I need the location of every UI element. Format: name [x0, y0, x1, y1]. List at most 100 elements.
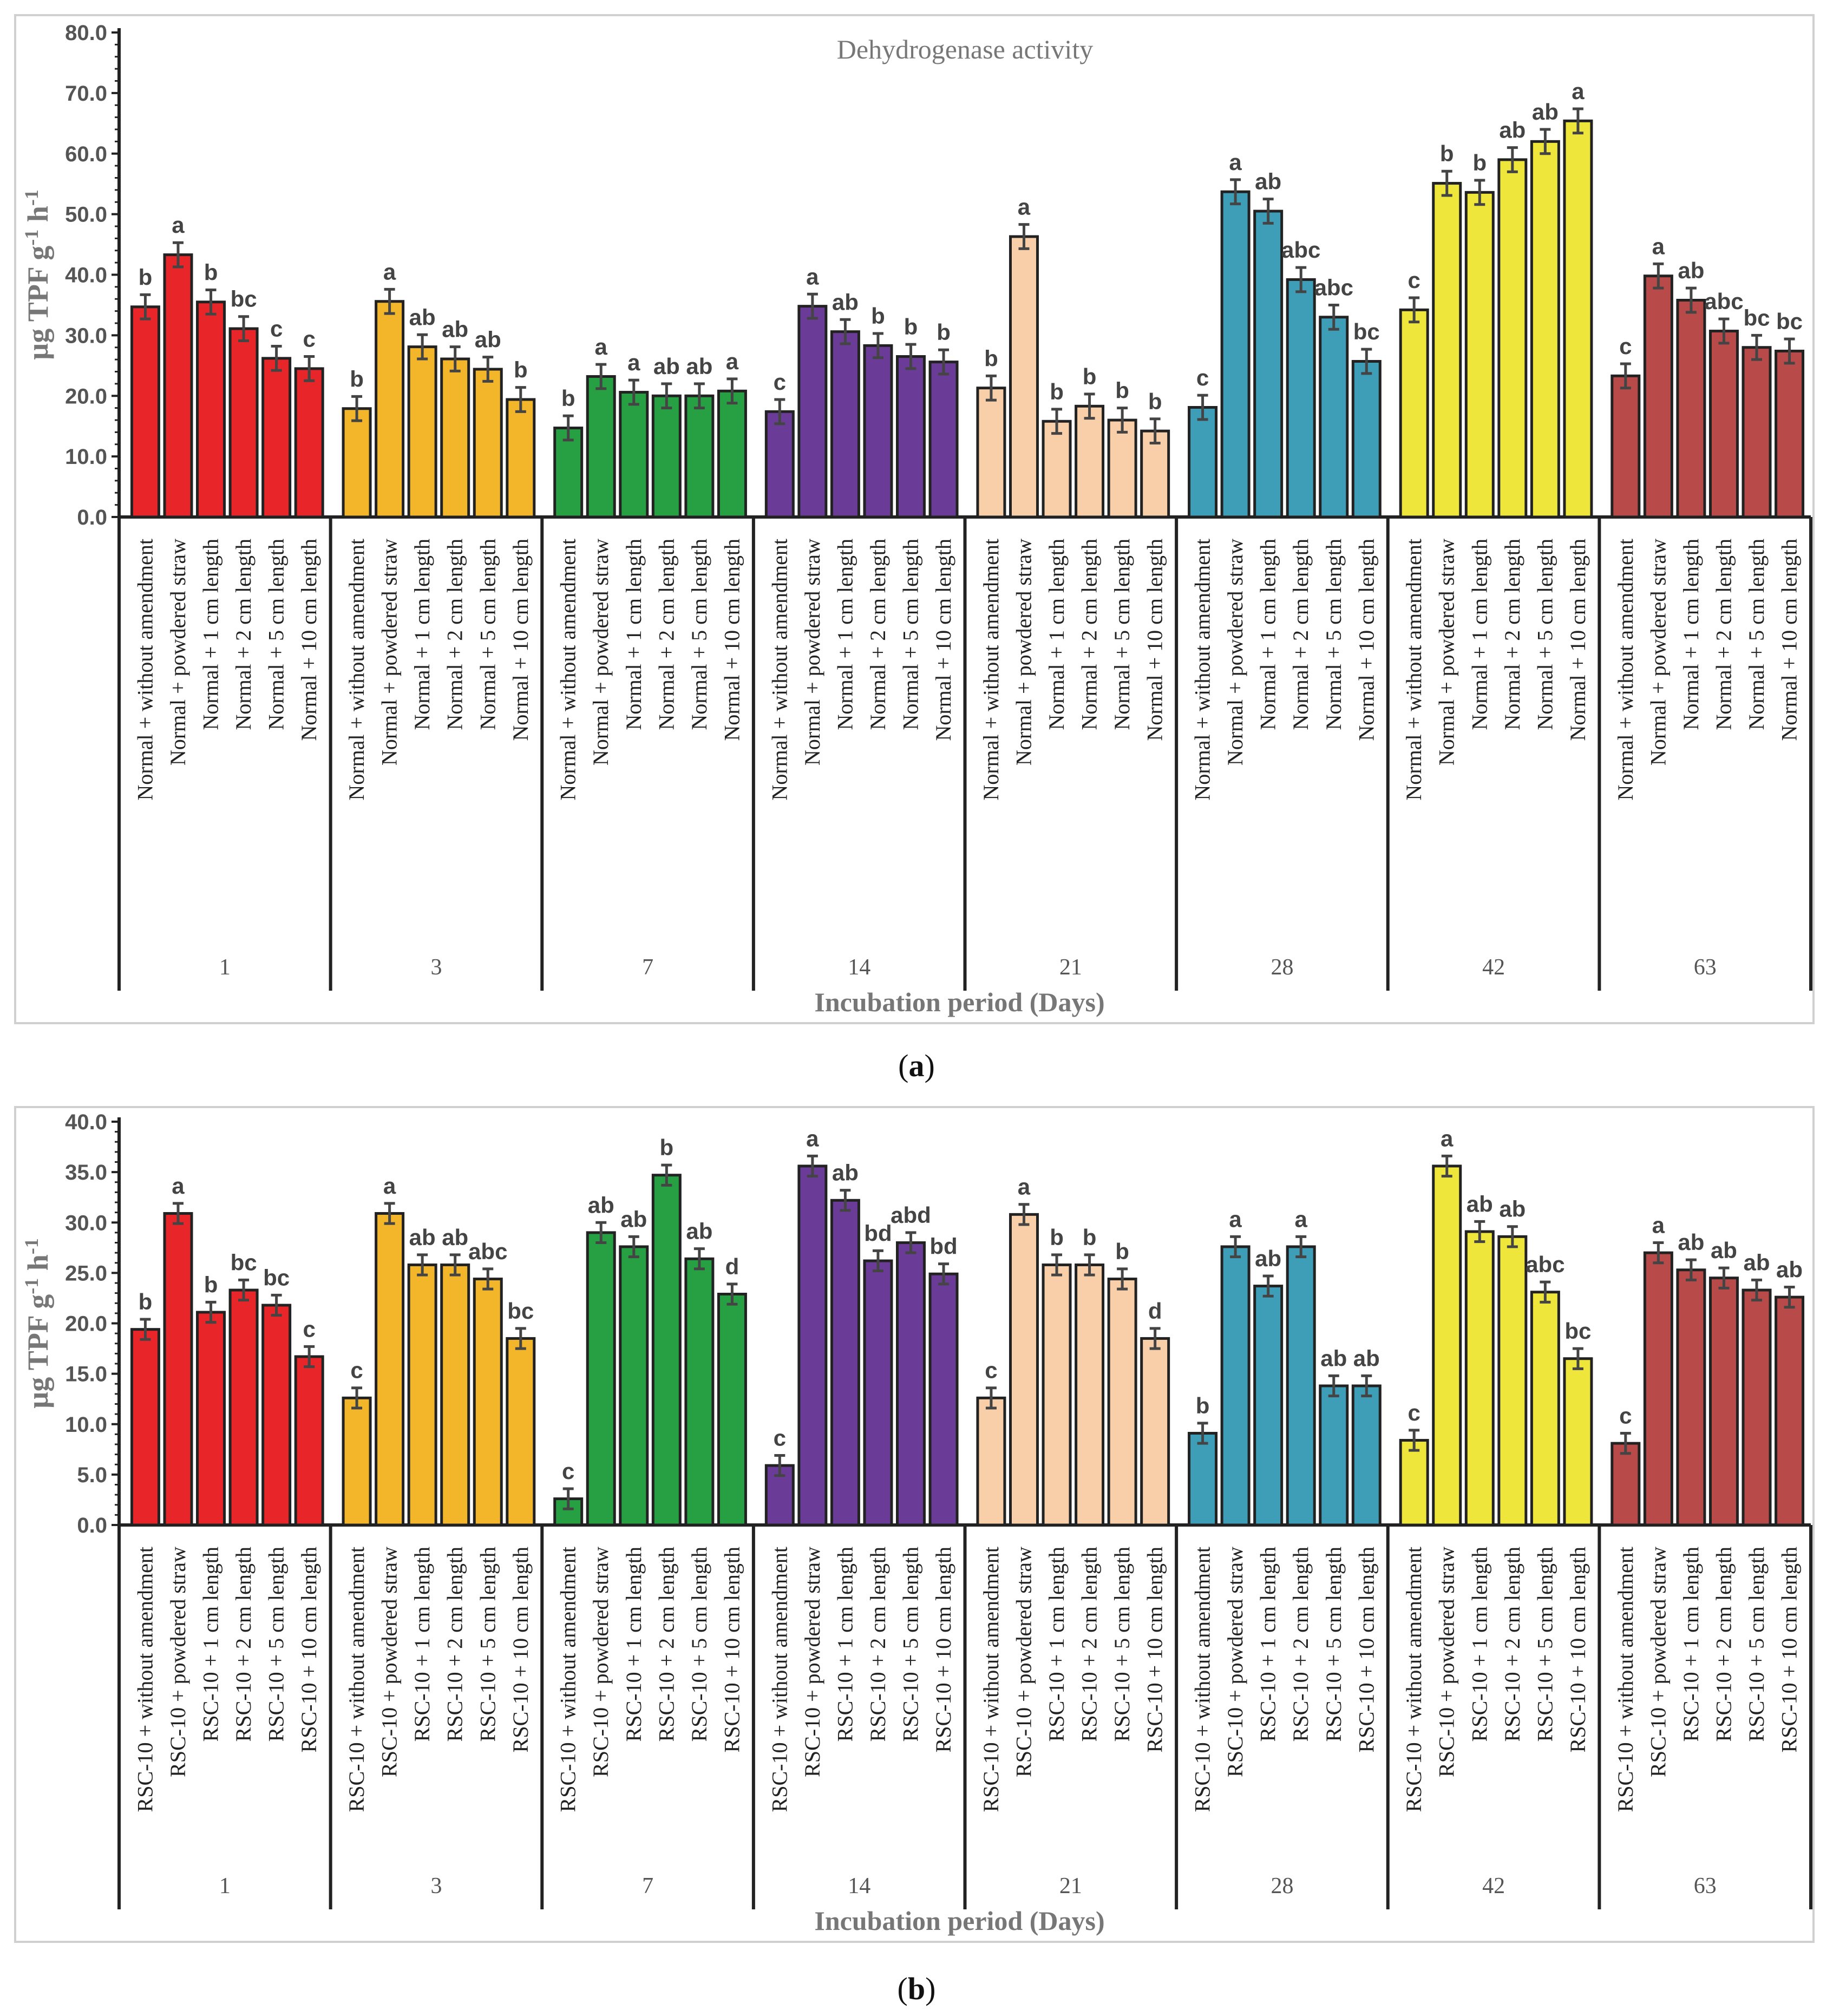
category-label: Normal + 10 cm length — [1566, 539, 1590, 741]
significance-letter: a — [1229, 1206, 1242, 1232]
significance-letter: c — [985, 1358, 997, 1383]
category-label: RSC-10 + powdered straw — [588, 1547, 613, 1777]
bar — [261, 1304, 292, 1527]
bar — [896, 355, 926, 519]
bar — [764, 410, 795, 519]
significance-letter: a — [1295, 1206, 1308, 1232]
day-label: 63 — [1694, 1874, 1717, 1899]
significance-letter: abd — [891, 1202, 931, 1228]
category-label: Normal + 1 cm length — [1467, 539, 1491, 730]
bar — [863, 1259, 893, 1527]
category-label: Normal + 5 cm length — [687, 539, 711, 730]
significance-letter: a — [806, 264, 819, 289]
significance-letter: b — [984, 345, 998, 371]
significance-letter: ab — [1711, 1238, 1737, 1263]
bar — [473, 368, 503, 519]
significance-letter: bc — [1564, 1318, 1591, 1344]
significance-letter: d — [725, 1254, 739, 1279]
significance-letter: bd — [929, 1234, 957, 1259]
significance-letter: ab — [832, 289, 859, 315]
category-label: RSC-10 + powdered straw — [1646, 1547, 1670, 1777]
bar — [1742, 1288, 1772, 1527]
significance-letter: c — [1619, 1403, 1632, 1429]
category-label: Normal + 1 cm length — [410, 539, 434, 730]
significance-letter: c — [774, 1425, 786, 1450]
significance-letter: c — [350, 1358, 363, 1383]
y-tick-label: 15.0 — [65, 1363, 107, 1386]
significance-letter: abc — [1314, 274, 1353, 300]
bar — [294, 367, 324, 519]
significance-letter: ab — [1499, 117, 1526, 143]
category-label: RSC-10 + powdered straw — [800, 1547, 824, 1777]
category-label: RSC-10 + powdered straw — [166, 1547, 190, 1777]
bar — [1742, 346, 1772, 519]
significance-letter: c — [1408, 1400, 1420, 1425]
bar — [1497, 158, 1528, 519]
day-label: 28 — [1271, 1874, 1293, 1899]
category-label: RSC-10 + 5 cm length — [1321, 1547, 1346, 1742]
bar — [1464, 1230, 1495, 1527]
bar — [163, 253, 193, 519]
bar — [440, 357, 470, 519]
bar — [1009, 1213, 1039, 1527]
y-tick-label: 0.0 — [77, 506, 107, 529]
bar — [830, 330, 860, 519]
category-label: Normal + powdered straw — [377, 539, 402, 765]
category-label: Normal + 5 cm length — [1744, 539, 1769, 730]
significance-letter: b — [1148, 389, 1162, 414]
significance-letter: b — [514, 357, 528, 383]
category-label: Normal + without amendment — [556, 539, 580, 801]
bar — [407, 345, 437, 519]
category-label: Normal + 10 cm length — [719, 539, 744, 741]
category-label: RSC-10 + 10 cm length — [1566, 1547, 1590, 1752]
significance-letter: a — [172, 1173, 185, 1199]
significance-letter: b — [1083, 1225, 1097, 1250]
category-label: RSC-10 + 5 cm length — [264, 1547, 289, 1742]
bar — [440, 1263, 470, 1527]
panel-a-chart: Dehydrogenase activity µg TPF g-1 h-1 0.0 1… — [14, 14, 1815, 1024]
significance-letter: ab — [686, 354, 712, 379]
significance-letter: c — [1196, 365, 1209, 390]
day-label: 1 — [219, 1874, 231, 1899]
y-tick-label: 5.0 — [77, 1463, 107, 1487]
significance-letter: c — [270, 316, 283, 342]
bar — [1107, 418, 1137, 519]
category-label: RSC-10 + 1 cm length — [1467, 1547, 1491, 1742]
significance-letter: c — [562, 1458, 574, 1484]
bar — [976, 387, 1006, 519]
significance-letter: c — [1408, 267, 1420, 293]
category-label: Normal + without amendment — [1190, 539, 1215, 801]
category-label: RSC-10 + powdered straw — [1011, 1547, 1036, 1777]
significance-letter: abc — [468, 1239, 507, 1264]
category-label: Normal + 5 cm length — [1533, 539, 1557, 730]
bar — [1643, 274, 1673, 519]
category-label: Normal + powdered straw — [1646, 539, 1670, 765]
bar — [130, 305, 160, 519]
significance-letter: ab — [1678, 258, 1704, 283]
bar — [586, 375, 616, 519]
bar — [228, 1288, 259, 1527]
category-label: Normal + powdered straw — [800, 539, 824, 765]
bar — [797, 1164, 828, 1527]
bar — [717, 389, 747, 519]
category-label: Normal + 2 cm length — [443, 539, 467, 730]
y-tick-label: 10.0 — [65, 445, 107, 469]
bar — [1351, 1384, 1382, 1527]
significance-letter: ab — [1743, 1249, 1770, 1275]
significance-letter: a — [1229, 149, 1242, 175]
category-label: RSC-10 + 2 cm length — [231, 1547, 256, 1742]
y-tick-label: 10.0 — [65, 1413, 107, 1437]
x-axis-label: Incubation period (Days) — [814, 1906, 1104, 1936]
category-label: Normal + 10 cm length — [297, 539, 321, 741]
bar — [1009, 235, 1039, 519]
significance-letter: a — [383, 259, 396, 284]
category-label: RSC-10 + 5 cm length — [1533, 1547, 1557, 1742]
category-label: Normal + 1 cm length — [199, 539, 223, 730]
bar — [1563, 119, 1593, 519]
y-tick-label: 50.0 — [65, 203, 107, 227]
significance-letter: b — [139, 264, 153, 290]
category-label: Normal + 1 cm length — [1256, 539, 1280, 730]
y-tick-label: 35.0 — [65, 1161, 107, 1184]
bar — [196, 1311, 226, 1527]
bar — [196, 300, 226, 519]
